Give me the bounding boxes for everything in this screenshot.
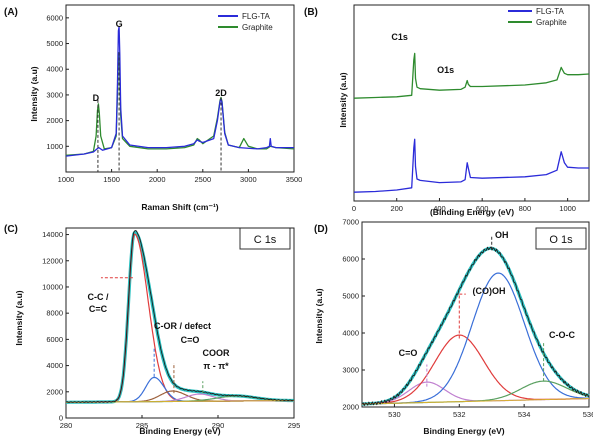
axis-label-x-c: Binding Energy (eV) (139, 426, 220, 436)
baseline-line (362, 398, 589, 405)
x-tick-label-b: 600 (476, 204, 489, 213)
x-tick-label-a: 2000 (149, 175, 166, 184)
axis-label-x-d: Binding Energy (eV) (423, 426, 504, 436)
peak-label-d: D (93, 93, 100, 103)
panel-label-d: (D) (314, 224, 328, 235)
x-tick-label-d: 534 (518, 410, 531, 419)
annotation-label-cc: C-C / (88, 292, 109, 302)
panel-label-b: (B) (304, 7, 318, 18)
annotation-label-co: C=O (181, 335, 200, 345)
x-tick-label-b: 800 (519, 204, 532, 213)
x-tick-label-b: 200 (390, 204, 403, 213)
y-tick-label-d: 6000 (342, 255, 359, 264)
y-tick-label-a: 4000 (46, 65, 63, 74)
panel-label-a: (A) (4, 7, 18, 18)
plot-frame-a (65, 4, 295, 173)
x-tick-label-c: 280 (60, 421, 73, 430)
spectrum-box-c1s: C 1s (239, 227, 291, 250)
x-tick-label-b: 1000 (559, 204, 576, 213)
x-tick-label-b: 400 (433, 204, 446, 213)
x-tick-label-a: 1000 (58, 175, 75, 184)
y-tick-label-a: 5000 (46, 39, 63, 48)
y-tick-label-a: 1000 (46, 142, 63, 151)
x-tick-label-a: 2500 (194, 175, 211, 184)
peak-label-2d: 2D (215, 88, 227, 98)
y-tick-label-d: 7000 (342, 218, 359, 227)
series-line-flg (65, 26, 294, 157)
x-tick-label-a: 3000 (240, 175, 257, 184)
panel-label-c: (C) (4, 224, 18, 235)
raw-data-line (65, 230, 295, 403)
plot-frame-c (65, 227, 295, 419)
y-tick-label-a: 6000 (46, 13, 63, 22)
plot-frame-d (361, 221, 590, 408)
component-peak-cc (66, 233, 294, 403)
y-tick-label-a: 2000 (46, 116, 63, 125)
x-tick-label-c: 285 (136, 421, 149, 430)
y-tick-label-d: 3000 (342, 366, 359, 375)
series-line-graphite (65, 51, 295, 156)
spectrum-label-o1s: O 1s (549, 234, 573, 246)
annotation-label-coor: COOR (203, 348, 231, 358)
annotation-label-cooh: (CO)OH (473, 286, 506, 296)
annotation-label-cc-2: C=C (89, 304, 108, 314)
legend-label-graphite: Graphite (536, 18, 567, 27)
peak-label-o1s: O1s (437, 65, 454, 75)
axis-label-y-b: Intensity (a.u) (338, 72, 348, 127)
legend-a: FLG-TA Graphite (218, 12, 273, 32)
x-tick-label-c: 295 (288, 421, 301, 430)
spectrum-box-o1s: O 1s (535, 227, 587, 250)
spectrum-label-c1s: C 1s (254, 234, 277, 246)
x-tick-label-c: 290 (212, 421, 225, 430)
x-tick-label-a: 3500 (286, 175, 303, 184)
y-tick-label-c: 6000 (46, 335, 63, 344)
axis-label-x-b: (Binding Energy (eV) (430, 207, 514, 217)
x-tick-label-b: 0 (352, 204, 356, 213)
axis-label-y-c: Intensity (a.u) (14, 290, 24, 345)
y-tick-label-c: 0 (59, 414, 63, 423)
x-tick-label-d: 530 (388, 410, 401, 419)
plot-frame-b (353, 4, 590, 202)
annotation-label-co: C=O (399, 348, 418, 358)
axis-label-y-d: Intensity (a.u) (314, 288, 324, 343)
legend-label-flg: FLG-TA (242, 12, 271, 21)
peak-label-g: G (116, 19, 123, 29)
y-tick-label-c: 14000 (42, 230, 63, 239)
x-tick-label-d: 532 (453, 410, 466, 419)
y-tick-label-c: 2000 (46, 387, 63, 396)
x-tick-label-a: 1500 (103, 175, 120, 184)
legend-b: FLG-TA Graphite (508, 7, 567, 27)
axis-label-x-a: Raman Shift (cm⁻¹) (141, 202, 218, 212)
x-tick-label-d: 536 (583, 410, 593, 419)
y-tick-label-d: 2000 (342, 403, 359, 412)
annotation-label-cor: C-OR / defect (154, 321, 211, 331)
legend-label-graphite: Graphite (242, 23, 273, 32)
y-tick-label-a: 3000 (46, 90, 63, 99)
y-tick-label-c: 4000 (46, 361, 63, 370)
raw-data-line (361, 246, 590, 407)
series-line-graphite (353, 52, 590, 99)
fit-envelope (65, 230, 295, 404)
fit-envelope (361, 246, 590, 406)
annotation-label-oh: OH (495, 230, 509, 240)
legend-label-flg: FLG-TA (536, 7, 565, 16)
y-tick-label-d: 5000 (342, 292, 359, 301)
y-tick-label-c: 12000 (42, 256, 63, 265)
y-tick-label-c: 8000 (46, 309, 63, 318)
y-tick-label-c: 10000 (42, 282, 63, 291)
axis-label-y-a: Intensity (a.u) (29, 66, 39, 121)
y-tick-label-d: 4000 (342, 329, 359, 338)
peak-label-c1s: C1s (391, 32, 408, 42)
annotation-label-coc: C-O-C (549, 330, 575, 340)
series-line-flg (353, 138, 589, 193)
annotation-label-pipi: π - π* (203, 361, 229, 371)
